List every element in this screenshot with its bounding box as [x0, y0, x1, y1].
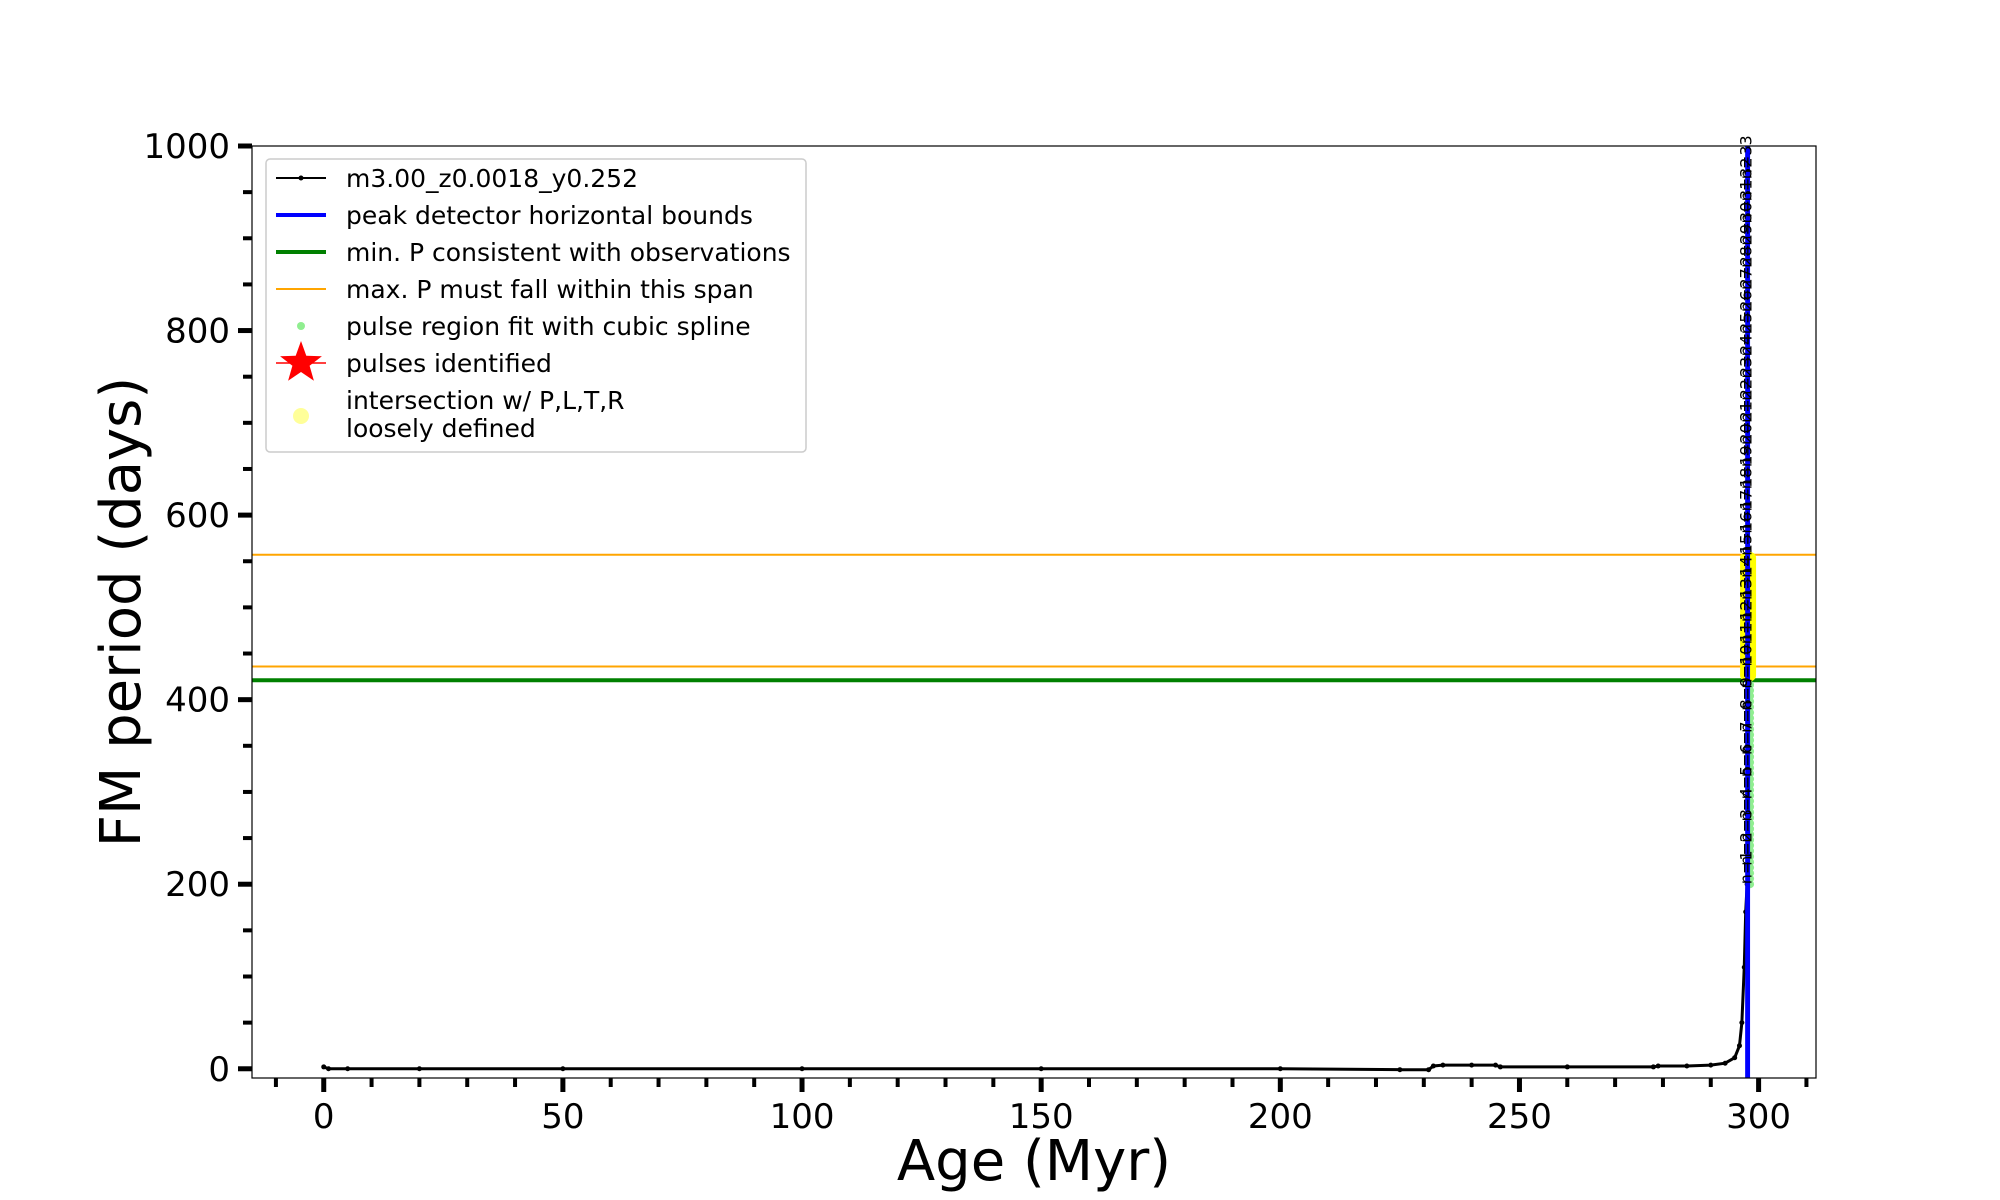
series-point: [799, 1066, 805, 1072]
y-axis-label: FM period (days): [89, 377, 154, 847]
series-point: [1440, 1062, 1446, 1068]
series-point: [1655, 1063, 1661, 1069]
pulse-label: n=17: [1736, 490, 1755, 534]
pulse-label: n=3: [1736, 809, 1755, 843]
pulse-label: n=2: [1736, 832, 1755, 866]
x-axis-label: Age (Myr): [897, 1129, 1171, 1194]
series-point: [1038, 1066, 1044, 1072]
series-point: [1684, 1063, 1690, 1069]
legend-label-line2: loosely defined: [346, 414, 536, 443]
series-point: [1722, 1060, 1728, 1066]
y-tick-label: 200: [165, 865, 230, 905]
series-point: [1469, 1062, 1475, 1068]
pulse-label: n=24: [1736, 335, 1755, 379]
pulse-label: n=19: [1736, 445, 1755, 489]
series-point: [321, 1064, 327, 1070]
pulse-label: n=11: [1736, 623, 1755, 667]
y-tick-label: 600: [165, 496, 230, 536]
axes: 0 50 100 150 200 250 300 0 200 400 600 800 1000: [143, 127, 1817, 1137]
pulse-label: n=27: [1736, 268, 1755, 312]
pulse-label: n=21: [1736, 401, 1755, 445]
x-tick-label: 300: [1726, 1097, 1791, 1137]
y-tick-label: 1000: [143, 127, 230, 167]
series-point: [1650, 1064, 1656, 1070]
pulse-label: n=7: [1736, 721, 1755, 755]
series-point: [1430, 1063, 1436, 1069]
pulse-label: n=1: [1736, 850, 1755, 884]
pulse-label: n=23: [1736, 357, 1755, 401]
pulse-label: n=8: [1736, 699, 1755, 733]
series-point: [345, 1066, 351, 1072]
legend-label: min. P consistent with observations: [346, 238, 791, 267]
pulse-label: n=32: [1736, 157, 1755, 201]
pulse-label: n=26: [1736, 290, 1755, 334]
series-point: [1736, 1043, 1742, 1049]
series-point: [1497, 1064, 1503, 1070]
x-tick-label: 100: [770, 1097, 835, 1137]
pulse-label: n=22: [1736, 379, 1755, 423]
legend-box: [265, 158, 807, 453]
pulse-label: n=14: [1736, 556, 1755, 600]
series-point: [1426, 1067, 1432, 1073]
series-point: [560, 1066, 566, 1072]
series-point: [1732, 1055, 1738, 1061]
series-point: [416, 1066, 422, 1072]
legend-marker-dot: [298, 175, 304, 181]
legend-marker-circle: [293, 408, 309, 424]
y-tick-label: 0: [208, 1050, 230, 1090]
y-tick-label: 800: [165, 312, 230, 352]
plot-content: [252, 146, 1816, 1078]
pulse-label: n=6: [1736, 743, 1755, 777]
legend-label: peak detector horizontal bounds: [346, 201, 753, 230]
pulse-label: n=18: [1736, 468, 1755, 512]
plot-area: n=1n=2n=3n=4n=5n=6n=7n=8n=9n=10n=11n=12n…: [252, 135, 1816, 1078]
series-point: [1564, 1064, 1570, 1070]
series-point: [1397, 1067, 1403, 1073]
pulse-label: n=12: [1736, 600, 1755, 644]
series-line-1: [323, 884, 1749, 1072]
x-tick-label: 50: [541, 1097, 584, 1137]
pulse-label: n=25: [1736, 312, 1755, 356]
legend-label: max. P must fall within this span: [346, 275, 754, 304]
legend-label: pulses identified: [346, 349, 552, 378]
legend-label: pulse region fit with cubic spline: [346, 312, 751, 341]
series-point: [1708, 1062, 1714, 1068]
legend-label: m3.00_z0.0018_y0.252: [346, 164, 638, 193]
plot-frame: [251, 145, 1817, 1079]
pulse-label: n=31: [1736, 180, 1755, 224]
pulse-label: n=9: [1736, 677, 1755, 711]
pulse-label: n=4: [1736, 788, 1755, 822]
pulse-label: n=33: [1736, 135, 1755, 179]
pulse-label: n=28: [1736, 246, 1755, 290]
legend-marker-dot: [297, 322, 305, 330]
x-tick-label: 250: [1487, 1097, 1552, 1137]
pulse-label: n=15: [1736, 534, 1755, 578]
series-point: [1277, 1066, 1283, 1072]
pulse-label: n=29: [1736, 224, 1755, 268]
x-tick-label: 200: [1248, 1097, 1313, 1137]
series-point: [1493, 1062, 1499, 1068]
pulse-label: n=13: [1736, 578, 1755, 622]
x-tick-label: 0: [313, 1097, 335, 1137]
pulse-label: n=20: [1736, 423, 1755, 467]
pulse-label: n=30: [1736, 202, 1755, 246]
pulse-label: n=10: [1736, 645, 1755, 689]
legend-marker-star: [280, 341, 322, 381]
x-tick-label: 150: [1009, 1097, 1074, 1137]
series-point: [1739, 1020, 1745, 1026]
y-tick-label: 400: [165, 681, 230, 721]
pulse-label: n=5: [1736, 766, 1755, 800]
legend-label: intersection w/ P,L,T,R: [346, 386, 625, 415]
series-point: [326, 1066, 332, 1072]
pulse-label: n=16: [1736, 512, 1755, 556]
